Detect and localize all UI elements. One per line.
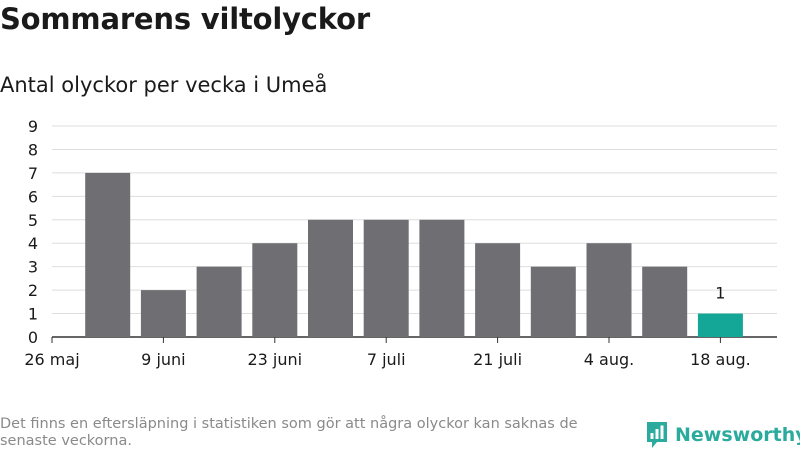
x-axis-ticks: 26 maj 9 juni 23 juni 7 juli 21 juli 4 aug. 18… — [24, 337, 751, 369]
y-tick-label: 3 — [28, 258, 38, 277]
highlighted-bar — [697, 313, 743, 337]
y-tick-label: 6 — [28, 187, 38, 206]
y-tick-label: 1 — [28, 305, 38, 324]
x-tick-label: 23 juni — [247, 350, 302, 369]
bar — [530, 266, 576, 337]
chart-title: Sommarens viltolyckor — [0, 2, 370, 36]
bar — [196, 266, 242, 337]
bars — [85, 172, 743, 337]
bar — [586, 243, 632, 337]
x-tick-label: 26 maj — [24, 350, 79, 369]
bar — [475, 243, 521, 337]
y-tick-label: 0 — [28, 328, 38, 347]
newsworthy-logo-icon — [647, 422, 667, 448]
x-tick-label: 4 aug. — [584, 350, 634, 369]
bar-chart: 0 1 2 3 4 5 6 7 8 9 26 maj 9 juni 23 juni 7 juli 21 j… — [24, 117, 777, 369]
y-tick-label: 4 — [28, 234, 38, 253]
footnote: Det finns en eftersläpning i statistiken… — [0, 416, 578, 449]
bar — [308, 219, 353, 337]
bar — [642, 266, 688, 337]
x-tick-label: 21 juli — [473, 350, 522, 369]
y-tick-label: 8 — [28, 140, 38, 159]
bar — [419, 219, 465, 337]
y-tick-label: 9 — [28, 117, 38, 136]
x-tick-label: 9 juni — [141, 350, 185, 369]
y-tick-label: 5 — [28, 211, 38, 230]
newsworthy-logo: Newsworthy — [645, 420, 800, 450]
x-tick-label: 18 aug. — [690, 350, 751, 369]
bar — [85, 172, 131, 337]
bar — [140, 290, 186, 337]
bar — [252, 243, 298, 337]
y-tick-label: 2 — [28, 281, 38, 300]
newsworthy-logo-text: Newsworthy — [675, 424, 800, 446]
chart-subtitle: Antal olyckor per vecka i Umeå — [0, 73, 328, 97]
y-tick-label: 7 — [28, 164, 38, 183]
bar — [363, 219, 409, 337]
data-label: 1 — [715, 284, 725, 303]
data-labels: 1 — [715, 284, 725, 303]
y-axis-ticks: 0 1 2 3 4 5 6 7 8 9 — [28, 117, 38, 347]
x-tick-label: 7 juli — [367, 350, 406, 369]
